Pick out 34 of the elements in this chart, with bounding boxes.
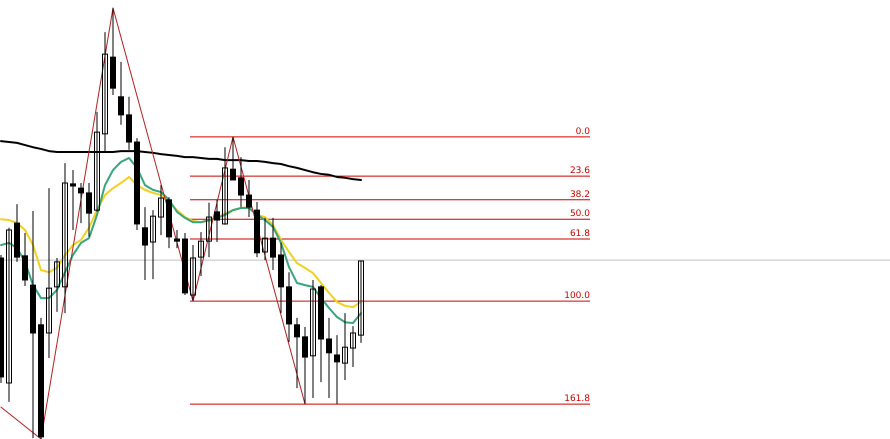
candlestick xyxy=(78,182,84,224)
candlestick xyxy=(86,182,92,238)
annotation: 0.0 xyxy=(576,126,590,137)
candlestick xyxy=(6,227,12,402)
candlestick xyxy=(294,317,300,389)
annotation: 50.0 xyxy=(570,209,590,220)
candlestick xyxy=(326,317,332,399)
candlestick xyxy=(270,217,276,271)
candlestick xyxy=(118,61,124,126)
annotation: 38.2 xyxy=(570,190,590,200)
candlestick xyxy=(62,162,68,314)
annotation: 161.8 xyxy=(564,394,590,404)
candlestick xyxy=(302,326,308,405)
candlestick xyxy=(142,206,148,280)
candlestick xyxy=(206,202,212,258)
candlestick xyxy=(262,217,268,261)
candlestick xyxy=(54,257,60,312)
annotation: 61.8 xyxy=(570,229,590,240)
candlestick xyxy=(350,326,356,368)
annotation: 100.0 xyxy=(564,291,590,302)
candlestick xyxy=(334,334,340,405)
annotation: 23.6 xyxy=(570,166,590,176)
candlestick xyxy=(174,229,180,249)
candlestick xyxy=(358,260,364,344)
candlestick xyxy=(342,312,348,380)
candlestick xyxy=(70,170,76,230)
candlestick xyxy=(150,210,156,280)
candlestick xyxy=(190,244,196,302)
candlestick xyxy=(246,179,252,218)
candlestick xyxy=(46,188,52,358)
candlestick xyxy=(158,184,164,236)
candlestick xyxy=(198,232,204,277)
candlestick xyxy=(310,279,316,399)
candlestick xyxy=(214,199,220,243)
